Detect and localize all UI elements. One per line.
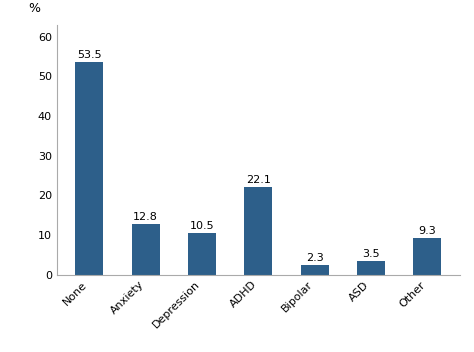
Text: 9.3: 9.3 (419, 226, 436, 236)
Text: 3.5: 3.5 (362, 249, 380, 259)
Text: 2.3: 2.3 (306, 253, 324, 263)
Bar (188, 233, 216, 275)
Text: %: % (28, 2, 41, 15)
Bar (301, 265, 329, 275)
Bar (413, 238, 441, 275)
Text: 10.5: 10.5 (190, 221, 214, 231)
Text: 53.5: 53.5 (77, 50, 101, 60)
Bar (357, 261, 385, 275)
Text: 22.1: 22.1 (246, 175, 271, 185)
Bar (132, 224, 160, 275)
Bar (75, 62, 103, 275)
Bar (244, 187, 273, 275)
Text: 12.8: 12.8 (133, 212, 158, 222)
